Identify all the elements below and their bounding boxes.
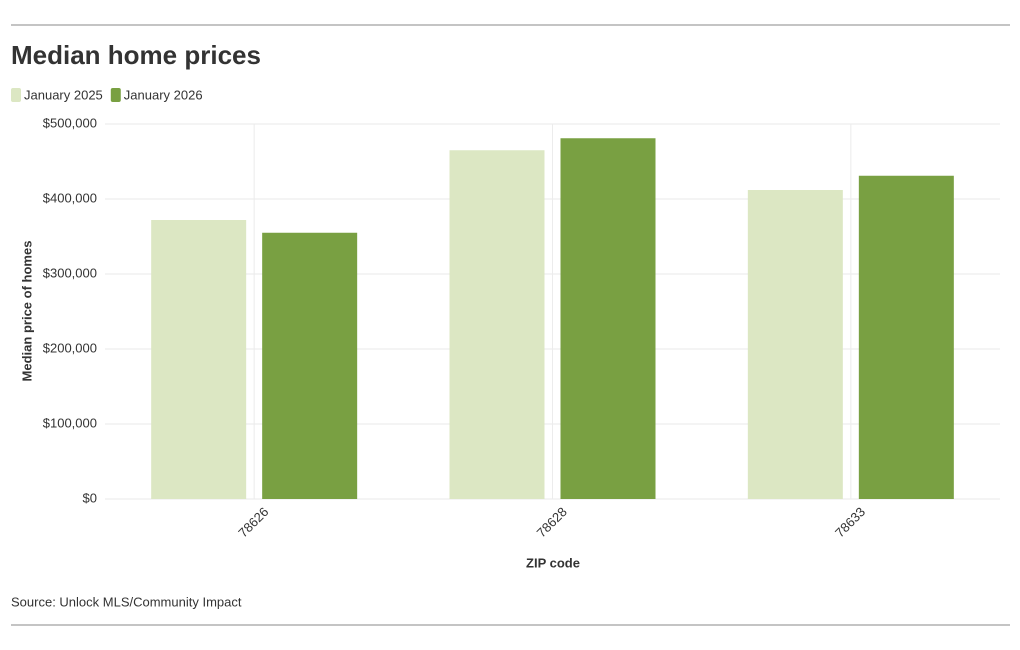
bar <box>449 150 545 499</box>
y-tick-label: $100,000 <box>43 415 97 430</box>
bar <box>858 175 954 499</box>
legend-swatch <box>110 88 121 102</box>
legend-label: January 2026 <box>124 87 203 102</box>
legend-swatch <box>11 88 21 102</box>
x-tick-label: 78628 <box>534 504 570 540</box>
x-axis-title: ZIP code <box>526 555 580 570</box>
legend-label: January 2025 <box>24 87 103 102</box>
y-tick-label: $300,000 <box>43 265 97 280</box>
y-axis-title: Median price of homes <box>19 241 34 382</box>
chart-title: Median home prices <box>11 40 261 70</box>
x-tick-label: 78626 <box>235 504 271 540</box>
y-tick-label: $500,000 <box>43 115 97 130</box>
bar <box>560 138 656 499</box>
y-tick-label: $200,000 <box>43 340 97 355</box>
x-tick-label: 78633 <box>832 504 868 540</box>
bar <box>262 232 358 499</box>
bar <box>151 220 247 499</box>
y-tick-label: $0 <box>83 490 97 505</box>
bar <box>747 190 843 499</box>
source-note: Source: Unlock MLS/Community Impact <box>11 594 242 609</box>
y-tick-label: $400,000 <box>43 190 97 205</box>
